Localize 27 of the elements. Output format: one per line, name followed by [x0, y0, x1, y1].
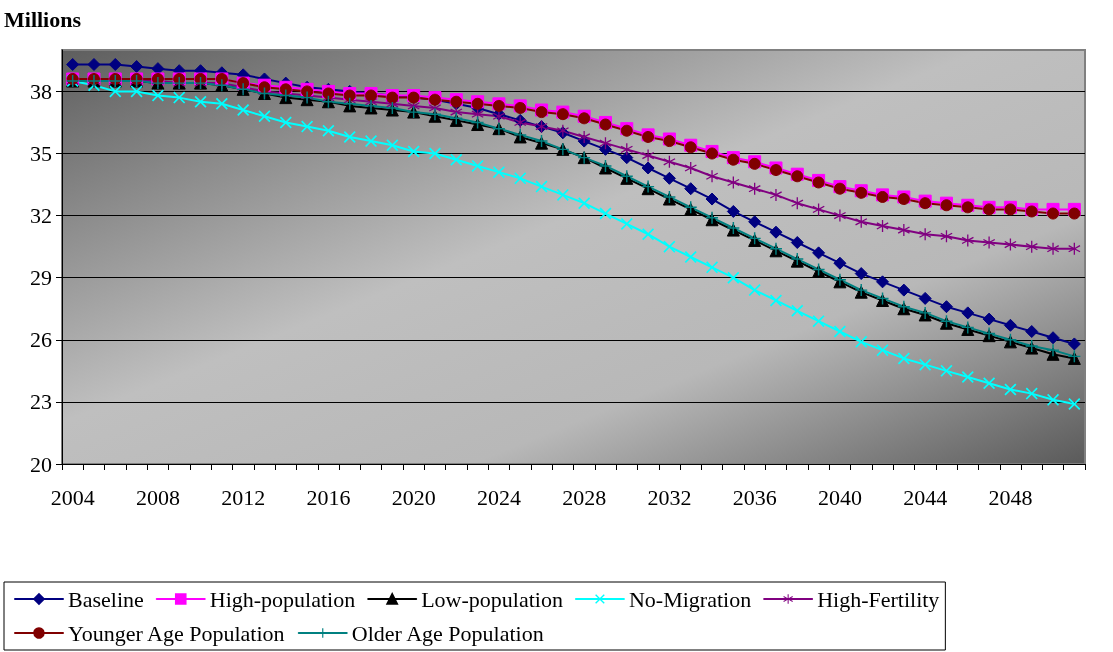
x-tick-label: 2016 — [306, 484, 351, 510]
x-tick-label: 2036 — [732, 484, 777, 510]
y-tick-label: 35 — [30, 141, 52, 166]
x-tick-label: 2012 — [221, 484, 266, 510]
x-tick-label: 2008 — [135, 484, 180, 510]
x-tick-label: 2028 — [562, 484, 607, 510]
x-tick-label: 2032 — [647, 484, 692, 510]
y-tick-label: 20 — [30, 451, 52, 477]
legend-label: No-Migration — [628, 586, 752, 612]
legend-label: Older Age Population — [351, 620, 544, 646]
legend-label: Baseline — [68, 586, 144, 612]
y-tick-label: 23 — [30, 389, 52, 415]
legend-label: Younger Age Population — [68, 620, 285, 646]
x-tick-label: 2040 — [817, 484, 862, 510]
y-tick-label: 26 — [30, 327, 52, 353]
y-tick-label: 32 — [30, 203, 52, 229]
x-tick-label: 2024 — [476, 484, 521, 510]
y-tick-label: 29 — [30, 265, 52, 291]
x-tick-label: 2044 — [903, 484, 948, 510]
x-tick-label: 2020 — [391, 484, 436, 510]
y-tick-label: 38 — [30, 78, 52, 104]
x-tick-label: 2048 — [988, 484, 1033, 510]
legend-label: High-population — [209, 586, 356, 612]
x-tick-label: 2004 — [50, 484, 95, 510]
legend-label: High-Fertility — [817, 586, 940, 612]
legend-label: Low-population — [421, 586, 563, 612]
y-axis-title: Millions — [4, 6, 82, 32]
